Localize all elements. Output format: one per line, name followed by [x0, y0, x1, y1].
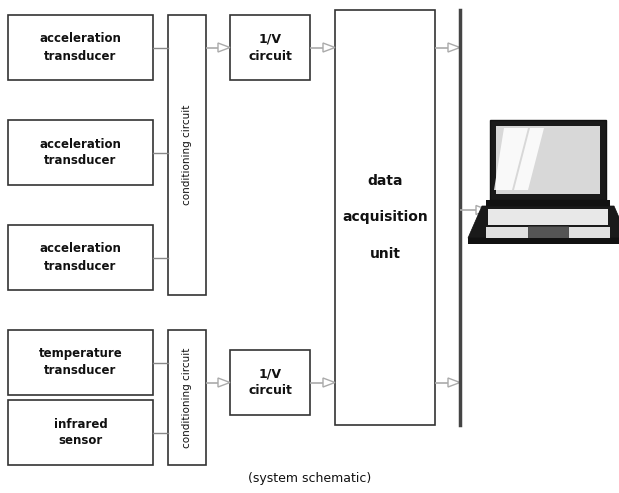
Text: temperature
transducer: temperature transducer	[38, 348, 123, 378]
Text: (system schematic): (system schematic)	[248, 472, 371, 485]
Bar	[8, 15, 153, 80]
Bar	[486, 200, 610, 206]
Text: conditioning circuit: conditioning circuit	[182, 105, 192, 205]
Bar	[486, 227, 531, 239]
Bar	[230, 15, 310, 80]
Polygon shape	[476, 206, 488, 214]
Polygon shape	[514, 128, 544, 190]
Bar	[8, 225, 153, 290]
Bar	[490, 120, 606, 200]
Polygon shape	[494, 128, 528, 190]
Polygon shape	[448, 378, 460, 387]
Bar	[8, 400, 153, 465]
Text: 1/V
circuit: 1/V circuit	[248, 33, 292, 63]
Bar	[488, 209, 608, 225]
Text: acceleration
transducer: acceleration transducer	[40, 138, 121, 168]
Bar	[230, 350, 310, 415]
Bar	[8, 120, 153, 185]
Text: infrared
sensor: infrared sensor	[54, 418, 107, 448]
Polygon shape	[218, 378, 230, 387]
Text: acceleration
transducer: acceleration transducer	[40, 243, 121, 273]
Bar	[496, 126, 600, 194]
Bar	[565, 227, 610, 239]
Polygon shape	[323, 378, 335, 387]
Polygon shape	[218, 43, 230, 52]
Polygon shape	[448, 43, 460, 52]
Text: acceleration
transducer: acceleration transducer	[40, 33, 121, 63]
Bar	[168, 15, 206, 295]
Bar	[335, 10, 435, 425]
Bar	[468, 238, 619, 244]
Bar	[528, 226, 568, 240]
Bar	[168, 330, 206, 465]
Text: 1/V
circuit: 1/V circuit	[248, 367, 292, 397]
Text: data

acquisition

unit: data acquisition unit	[342, 174, 428, 261]
Bar	[8, 330, 153, 395]
Text: conditioning circuit: conditioning circuit	[182, 347, 192, 448]
Polygon shape	[468, 206, 619, 238]
Polygon shape	[323, 43, 335, 52]
